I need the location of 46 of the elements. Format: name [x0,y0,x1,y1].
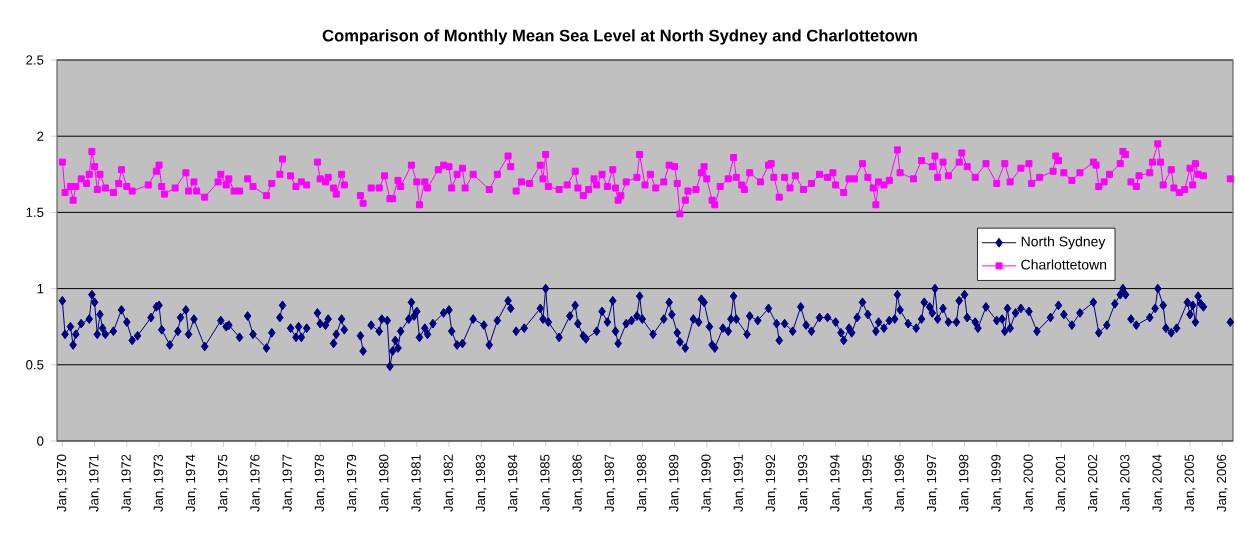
x-tick-label: Jan, 1988 [636,454,648,512]
x-tick-label: Jan, 1992 [765,454,777,512]
x-tick-label: Jan, 1981 [411,454,423,512]
y-tick-label: 1 [37,284,44,294]
x-tick-label: Jan, 2006 [1216,454,1228,512]
legend-label: Charlottetown [1021,259,1107,270]
x-tick-label: Jan, 1984 [507,454,519,512]
x-tick-label: Jan, 1985 [540,454,552,512]
x-tick-label: Jan, 1978 [314,454,326,512]
x-tick-label: Jan, 1987 [604,454,616,512]
y-tick-label: 2.5 [26,55,44,65]
x-tick-label: Jan, 1979 [346,454,358,512]
legend-label: North Sydney [1021,236,1106,250]
x-tick-label: Jan, 1977 [282,454,294,512]
x-tick-label: Jan, 2004 [1152,454,1164,512]
y-tick-label: 0 [37,436,44,446]
x-tick-label: Jan, 2002 [1087,454,1099,512]
x-tick-label: Jan, 2005 [1184,454,1196,512]
y-tick-label: 2 [37,131,44,141]
y-tick-label: 0.5 [26,360,44,370]
x-tick-label: Jan, 1971 [89,454,101,512]
chart-title: Comparison of Monthly Mean Sea Level at North Sydney and Charlottetown [322,29,917,45]
x-tick-label: Jan, 1997 [926,454,938,512]
x-tick-label: Jan, 1989 [669,454,680,512]
x-tick-label: Jan, 1986 [572,454,584,512]
x-tick-label: Jan, 1998 [959,454,970,512]
x-tick-label: Jan, 1976 [250,454,262,512]
x-tick-label: Jan, 1980 [379,454,391,512]
x-tick-label: Jan, 1995 [862,454,874,512]
x-tick-label: Jan, 1996 [894,454,906,512]
x-tick-label: Jan, 1999 [991,454,1003,512]
x-tick-label: Jan, 2001 [1055,454,1067,512]
x-tick-label: Jan, 1982 [443,454,455,512]
x-tick-label: Jan, 1990 [701,454,713,512]
y-tick-label: 1.5 [26,207,44,217]
x-tick-label: Jan, 1994 [830,454,842,512]
x-tick-label: Jan, 1975 [218,454,229,512]
x-tick-label: Jan, 1993 [797,454,809,512]
x-tick-label: Jan, 2003 [1120,454,1132,512]
x-tick-label: Jan, 1972 [121,454,133,512]
x-tick-label: Jan, 2000 [1023,454,1035,512]
x-tick-label: Jan, 1973 [153,454,165,512]
x-tick-label: Jan, 1991 [733,454,745,512]
x-tick-label: Jan, 1970 [56,454,68,512]
x-tick-label: Jan, 1983 [475,454,487,512]
x-tick-label: Jan, 1974 [185,454,197,512]
